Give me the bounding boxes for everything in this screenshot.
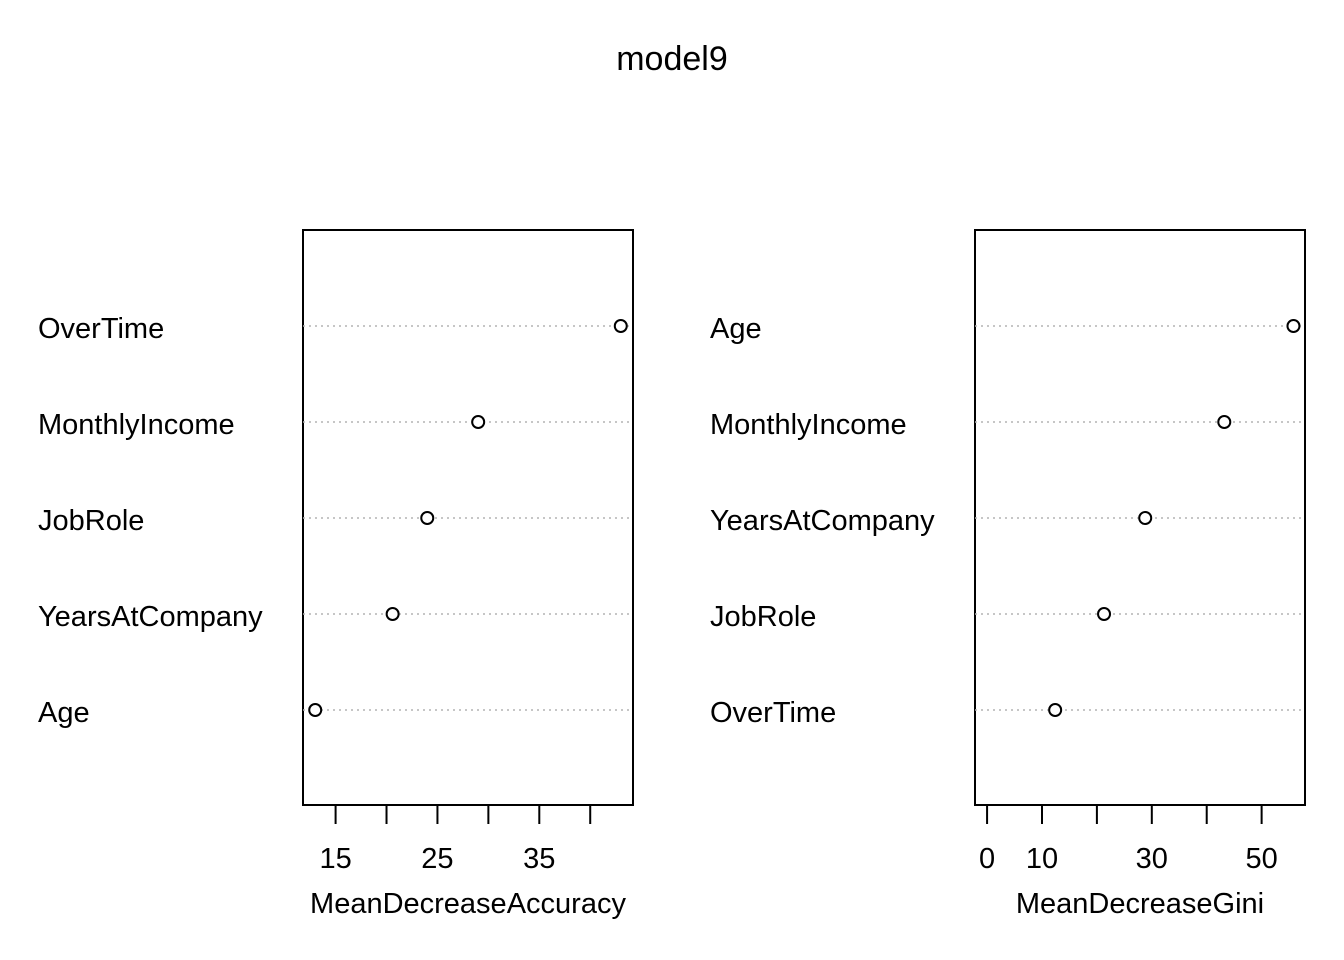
gini-x-tick-label: 10 bbox=[1026, 843, 1058, 875]
gini-category-label: Age bbox=[710, 313, 762, 345]
accuracy-data-point bbox=[471, 415, 486, 429]
gini-data-point bbox=[1048, 703, 1063, 717]
gini-data-point bbox=[1138, 511, 1153, 525]
accuracy-x-tick-label: 15 bbox=[319, 843, 351, 875]
gini-x-tick-label: 30 bbox=[1136, 843, 1168, 875]
gini-category-label: JobRole bbox=[710, 601, 816, 633]
accuracy-panel: OverTime MonthlyIncome JobRole YearsAtCompa… bbox=[38, 229, 634, 920]
accuracy-category-label: OverTime bbox=[38, 313, 164, 345]
accuracy-x-tick-label: 35 bbox=[523, 843, 555, 875]
accuracy-x-tick-label: 25 bbox=[421, 843, 453, 875]
gini-panel: Age MonthlyIncome YearsAtCompany JobRole Ove… bbox=[710, 229, 1306, 920]
accuracy-category-label: Age bbox=[38, 697, 90, 729]
accuracy-data-point bbox=[385, 607, 400, 621]
gini-x-tick-label: 0 bbox=[979, 843, 995, 875]
gini-data-point bbox=[1217, 415, 1232, 429]
chart-title: model9 bbox=[616, 40, 728, 78]
gini-category-label: YearsAtCompany bbox=[710, 505, 935, 537]
gini-x-tick-label: 50 bbox=[1245, 843, 1277, 875]
accuracy-x-axis-label: MeanDecreaseAccuracy bbox=[310, 888, 626, 920]
accuracy-category-label: YearsAtCompany bbox=[38, 601, 263, 633]
gini-x-axis-label: MeanDecreaseGini bbox=[1016, 888, 1264, 920]
accuracy-category-label: JobRole bbox=[38, 505, 144, 537]
accuracy-data-point bbox=[420, 511, 435, 525]
gini-category-label: OverTime bbox=[710, 697, 836, 729]
gini-data-point bbox=[1097, 607, 1112, 621]
accuracy-data-point bbox=[613, 319, 628, 333]
accuracy-data-point bbox=[308, 703, 323, 717]
accuracy-category-label: MonthlyIncome bbox=[38, 409, 235, 441]
gini-data-point bbox=[1286, 319, 1301, 333]
gini-category-label: MonthlyIncome bbox=[710, 409, 907, 441]
